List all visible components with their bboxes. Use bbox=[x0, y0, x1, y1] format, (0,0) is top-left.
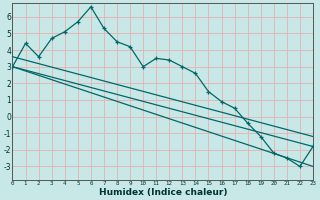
X-axis label: Humidex (Indice chaleur): Humidex (Indice chaleur) bbox=[99, 188, 227, 197]
